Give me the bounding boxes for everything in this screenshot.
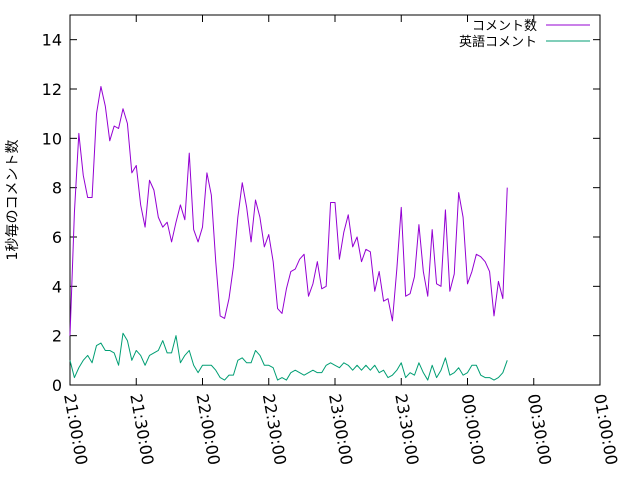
- x-tick-label: 21:30:00: [126, 392, 157, 466]
- plot-frame: [69, 14, 601, 386]
- y-tick-label: 14: [42, 31, 62, 50]
- legend-label-0: コメント数: [472, 19, 537, 34]
- series-line-1: [69, 332, 508, 381]
- x-tick-label: 23:30:00: [391, 392, 422, 466]
- x-tick-label: 00:30:00: [524, 392, 555, 466]
- x-tick-label: 21:00:00: [60, 392, 91, 466]
- x-tick-label: 23:00:00: [325, 392, 356, 466]
- y-tick-label: 2: [52, 327, 62, 346]
- y-tick-label: 8: [52, 179, 62, 198]
- x-tick-label: 22:30:00: [259, 392, 290, 466]
- y-tick-label: 0: [52, 376, 62, 395]
- y-tick-label: 4: [52, 277, 62, 296]
- y-tick-label: 12: [42, 80, 62, 99]
- x-tick-label: 00:00:00: [458, 392, 489, 466]
- y-tick-label: 10: [42, 129, 62, 148]
- x-tick-label: 01:00:00: [590, 392, 621, 466]
- x-tick-label: 22:00:00: [193, 392, 224, 466]
- legend-label-1: 英語コメント: [459, 34, 537, 50]
- axis-ticks: 0 2 4 6 8 10 12 14 21:00:00 21:30:00 22:00:00 22:30…: [42, 15, 621, 466]
- y-tick-label: 6: [52, 228, 62, 247]
- series-layer: [69, 86, 508, 381]
- series-line-0: [69, 86, 508, 336]
- y-axis-label: 1秒毎のコメント数: [5, 140, 21, 261]
